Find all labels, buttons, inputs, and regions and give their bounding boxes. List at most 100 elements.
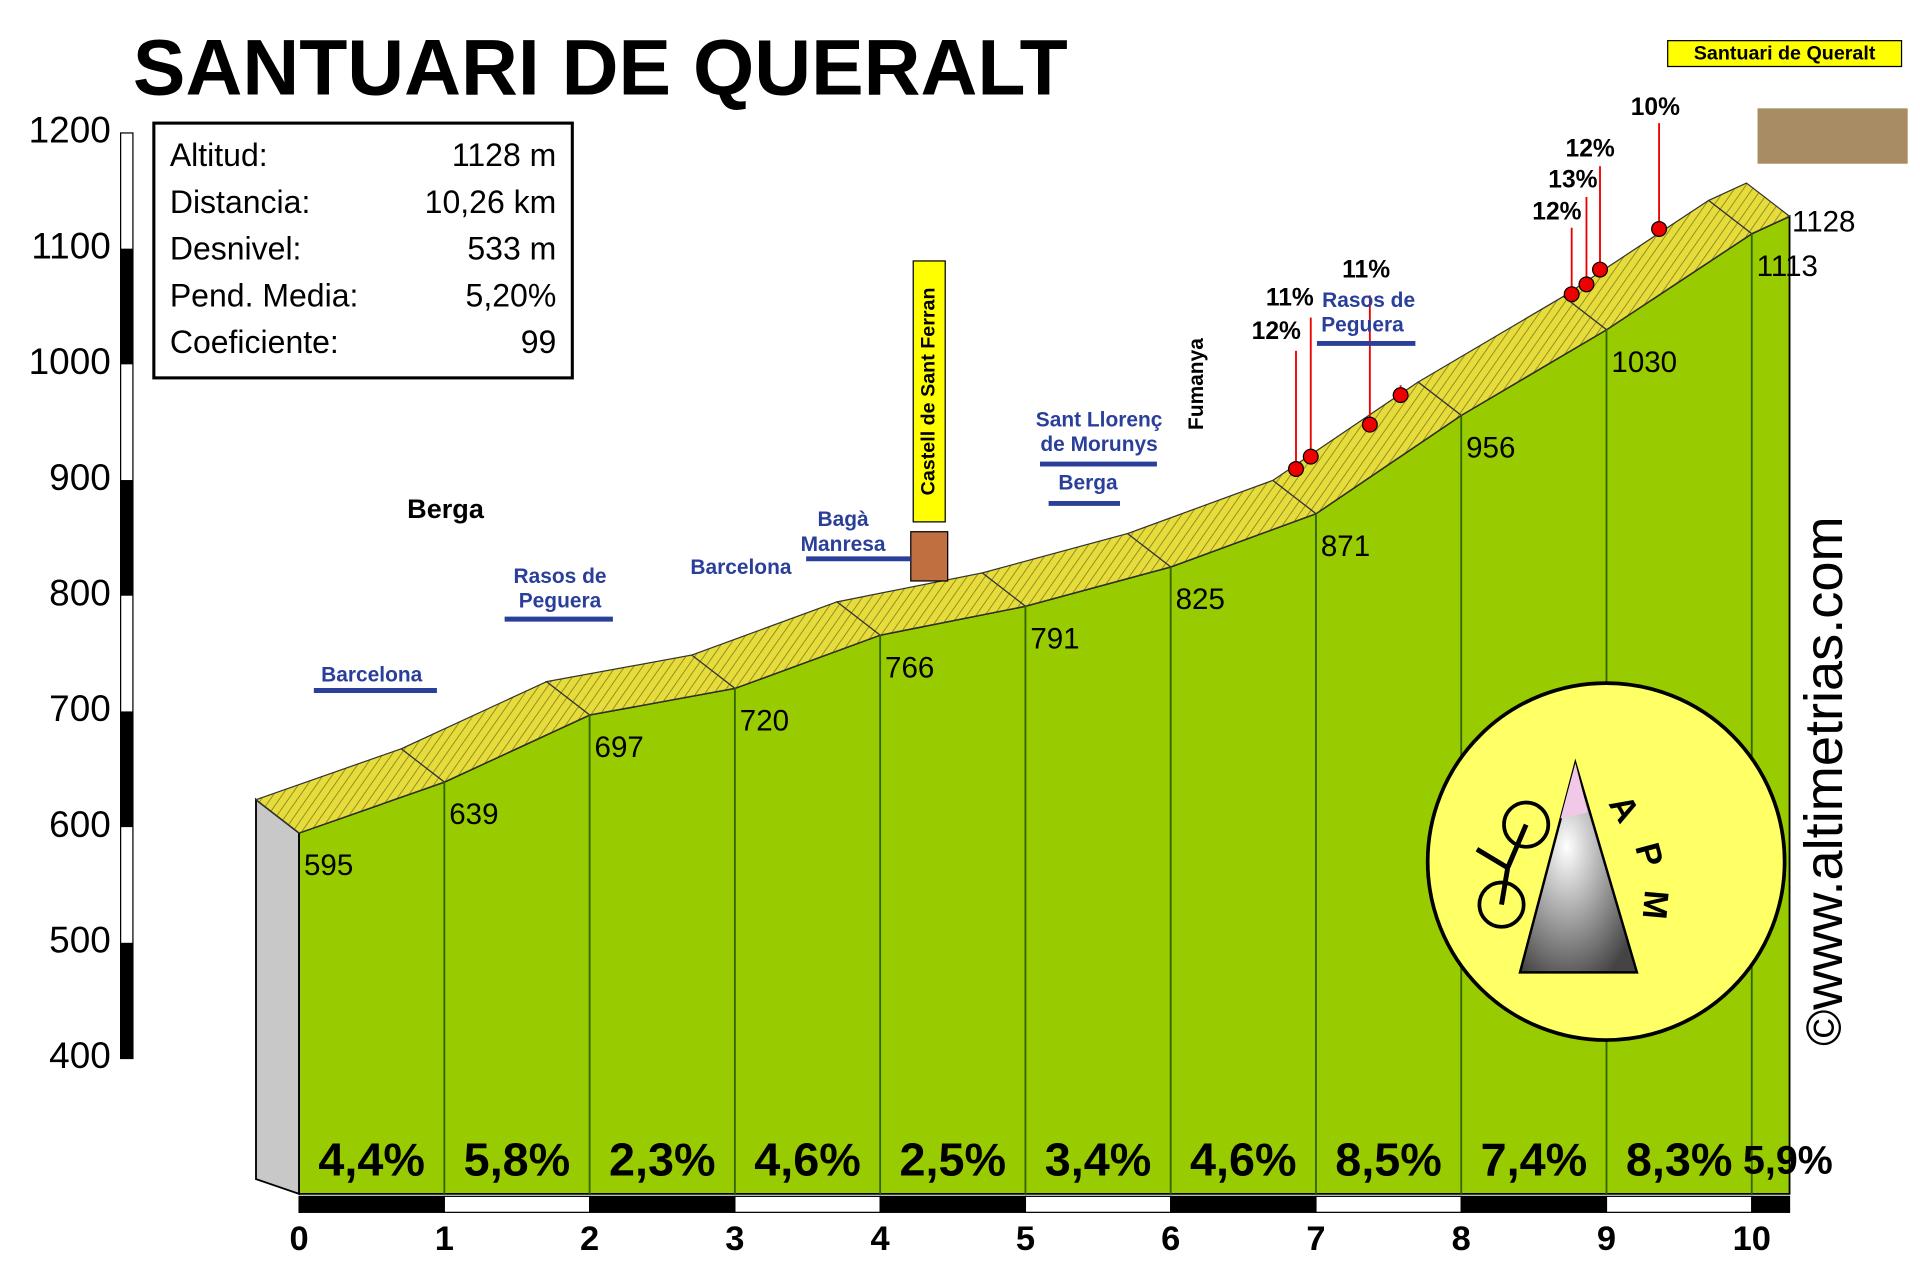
x-tick-label: 3 [725, 1220, 744, 1258]
km-bar [1460, 1195, 1608, 1213]
x-tick-label: 2 [580, 1220, 599, 1258]
info-label: Desnivel: [170, 231, 302, 267]
gradient-label: 8,3% [1626, 1133, 1733, 1185]
y-axis-segment [120, 248, 133, 365]
info-label: Distancia: [170, 184, 311, 220]
annotation: Fumanya [1185, 338, 1208, 430]
altitude-label: 1113 [1757, 250, 1818, 283]
x-tick-label: 9 [1597, 1220, 1616, 1258]
info-value: 533 m [467, 231, 556, 267]
altitude-label: 871 [1321, 530, 1370, 563]
y-tick-label: 900 [49, 457, 111, 498]
annotation: © [1797, 1010, 1852, 1046]
x-tick-label: 1 [435, 1220, 454, 1258]
altitude-label: 639 [449, 798, 498, 831]
x-tick-label: 10 [1733, 1220, 1771, 1258]
y-tick-label: 700 [49, 688, 111, 729]
annotation: 13% [1548, 166, 1597, 193]
y-axis-segment [120, 942, 133, 1059]
castle-icon [910, 531, 949, 582]
x-tick-label: 0 [289, 1220, 308, 1258]
steep-marker [1361, 416, 1378, 433]
gradient-label: 4,6% [754, 1133, 861, 1185]
info-value: 1128 m [452, 137, 556, 173]
steep-marker [1563, 286, 1580, 303]
altitude-label: 766 [885, 651, 934, 684]
annotation: de Morunys [1040, 433, 1157, 456]
y-tick-label: 500 [49, 920, 111, 961]
annotation: Castell de Sant Ferran [917, 287, 939, 495]
y-tick-label: 1000 [29, 341, 111, 382]
altitude-label: 825 [1176, 583, 1225, 616]
y-tick-label: 600 [49, 804, 111, 845]
y-axis-segment [120, 480, 133, 596]
annotation: 11% [1342, 256, 1390, 283]
annotation: Barcelona [321, 663, 422, 686]
steep-marker [1651, 220, 1668, 237]
altitude-label: 956 [1466, 432, 1515, 465]
info-label: Coeficiente: [170, 324, 339, 360]
altitude-label: 1030 [1611, 346, 1677, 379]
annotation: www.altimetrias.com [1794, 516, 1854, 1010]
annotation: Barcelona [690, 556, 791, 579]
altitude-label: 1128 [1792, 205, 1855, 238]
km-bar [1751, 1195, 1791, 1213]
y-tick-label: 1100 [31, 225, 110, 266]
annotation: 12% [1252, 318, 1301, 345]
info-label: Pend. Media: [170, 277, 359, 313]
altitude-label: 720 [740, 705, 789, 738]
steep-marker [1288, 460, 1304, 477]
summit-box [1667, 40, 1903, 68]
side-face [255, 797, 300, 1196]
gradient-label: 4,4% [318, 1133, 425, 1185]
road-band [1707, 182, 1791, 235]
castle-box [912, 260, 946, 523]
annotation: Peguera [519, 589, 602, 612]
km-bar [1315, 1195, 1462, 1213]
altitude-label: 595 [304, 849, 353, 882]
km-bar [879, 1195, 1027, 1213]
y-tick-label: 400 [49, 1035, 111, 1076]
y-tick-label: 1200 [29, 110, 111, 151]
km-bar [588, 1195, 736, 1213]
km-bar [1024, 1195, 1172, 1213]
steep-marker [1578, 276, 1595, 293]
gradient-label: 3,4% [1045, 1133, 1152, 1185]
gradient-label: 2,3% [609, 1133, 716, 1185]
annotation: M [1635, 889, 1675, 921]
x-tick-label: 4 [871, 1220, 890, 1258]
apm-logo [1425, 681, 1787, 1042]
gradient-label: 5,9% [1743, 1139, 1833, 1183]
km-bar [298, 1195, 445, 1213]
info-value: 5,20% [466, 277, 557, 313]
x-tick-label: 6 [1161, 1220, 1180, 1258]
gradient-label: 4,6% [1190, 1133, 1297, 1185]
annotation: Rasos de [514, 565, 607, 588]
info-value: 99 [521, 324, 557, 360]
annotation: Bagà [818, 508, 869, 531]
info-box [152, 121, 574, 380]
chart-title: SANTUARI DE QUERALT [133, 24, 1068, 112]
gradient-label: 5,8% [464, 1133, 571, 1185]
annotation: Berga [407, 493, 485, 524]
km-bar [1170, 1195, 1317, 1213]
info-value: 10,26 km [425, 184, 557, 220]
annotation: Santuari de Queralt [1694, 42, 1876, 64]
x-tick-label: 5 [1016, 1220, 1035, 1258]
annotation: Rasos de [1322, 289, 1415, 312]
annotation: Peguera [1321, 314, 1404, 337]
steep-marker [1392, 387, 1409, 404]
altitude-label: 791 [1030, 622, 1079, 655]
altitude-label: 697 [595, 731, 644, 764]
x-tick-label: 7 [1306, 1220, 1325, 1258]
annotation: 12% [1532, 198, 1581, 225]
annotation: 10% [1631, 94, 1680, 121]
gradient-label: 7,4% [1481, 1133, 1588, 1185]
summit-photo [1757, 108, 1908, 164]
annotation: 12% [1566, 136, 1615, 163]
annotation: Berga [1058, 471, 1118, 494]
km-bar [734, 1195, 881, 1213]
y-tick-label: 800 [49, 572, 111, 613]
x-tick-label: 8 [1452, 1220, 1471, 1258]
